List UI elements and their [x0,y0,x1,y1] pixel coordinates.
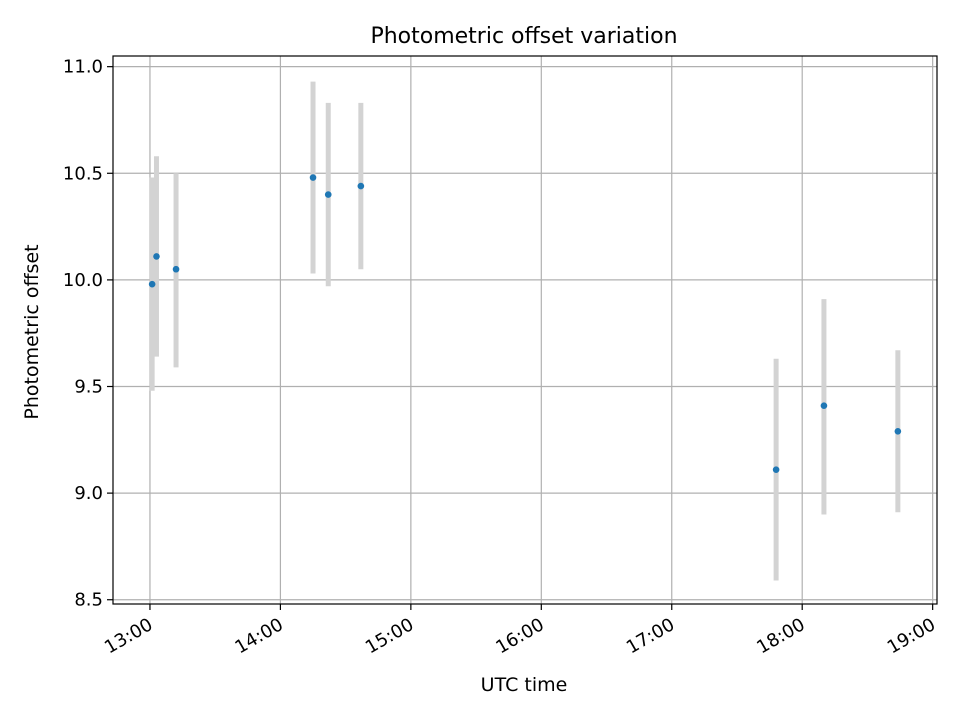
error-bars [149,81,901,581]
x-tick-label: 15:00 [362,614,417,658]
x-tick-label: 14:00 [231,614,286,658]
data-points [148,174,902,473]
data-point [772,466,780,473]
x-tick-label: 13:00 [101,614,156,658]
y-tick-label: 9.0 [74,483,103,504]
x-tick-label: 17:00 [623,614,678,658]
data-point [172,265,180,273]
x-axis-label: UTC time [481,674,568,696]
x-tick-label: 19:00 [884,614,939,658]
x-tick-label: 16:00 [492,614,547,658]
grid [113,56,937,604]
data-point [153,253,160,260]
data-point [820,402,828,409]
y-tick-label: 8.5 [74,590,103,611]
y-tick-label: 11.0 [63,57,103,78]
axis-ticks: 13:00 14:00 15:00 16:00 17:00 18:00 19:00 8.5 9.… [63,57,939,659]
x-tick-label: 18:00 [753,614,808,658]
y-axis-label: Photometric offset [21,244,43,419]
y-tick-label: 10.5 [63,163,103,184]
data-point [324,191,332,198]
data-point [148,280,156,288]
data-point [309,174,317,181]
y-tick-label: 10.0 [63,270,103,291]
chart-title: Photometric offset variation [370,24,677,49]
data-point [357,182,365,190]
y-tick-label: 9.5 [74,377,103,398]
data-point [894,427,902,435]
plot-frame [112,55,938,605]
